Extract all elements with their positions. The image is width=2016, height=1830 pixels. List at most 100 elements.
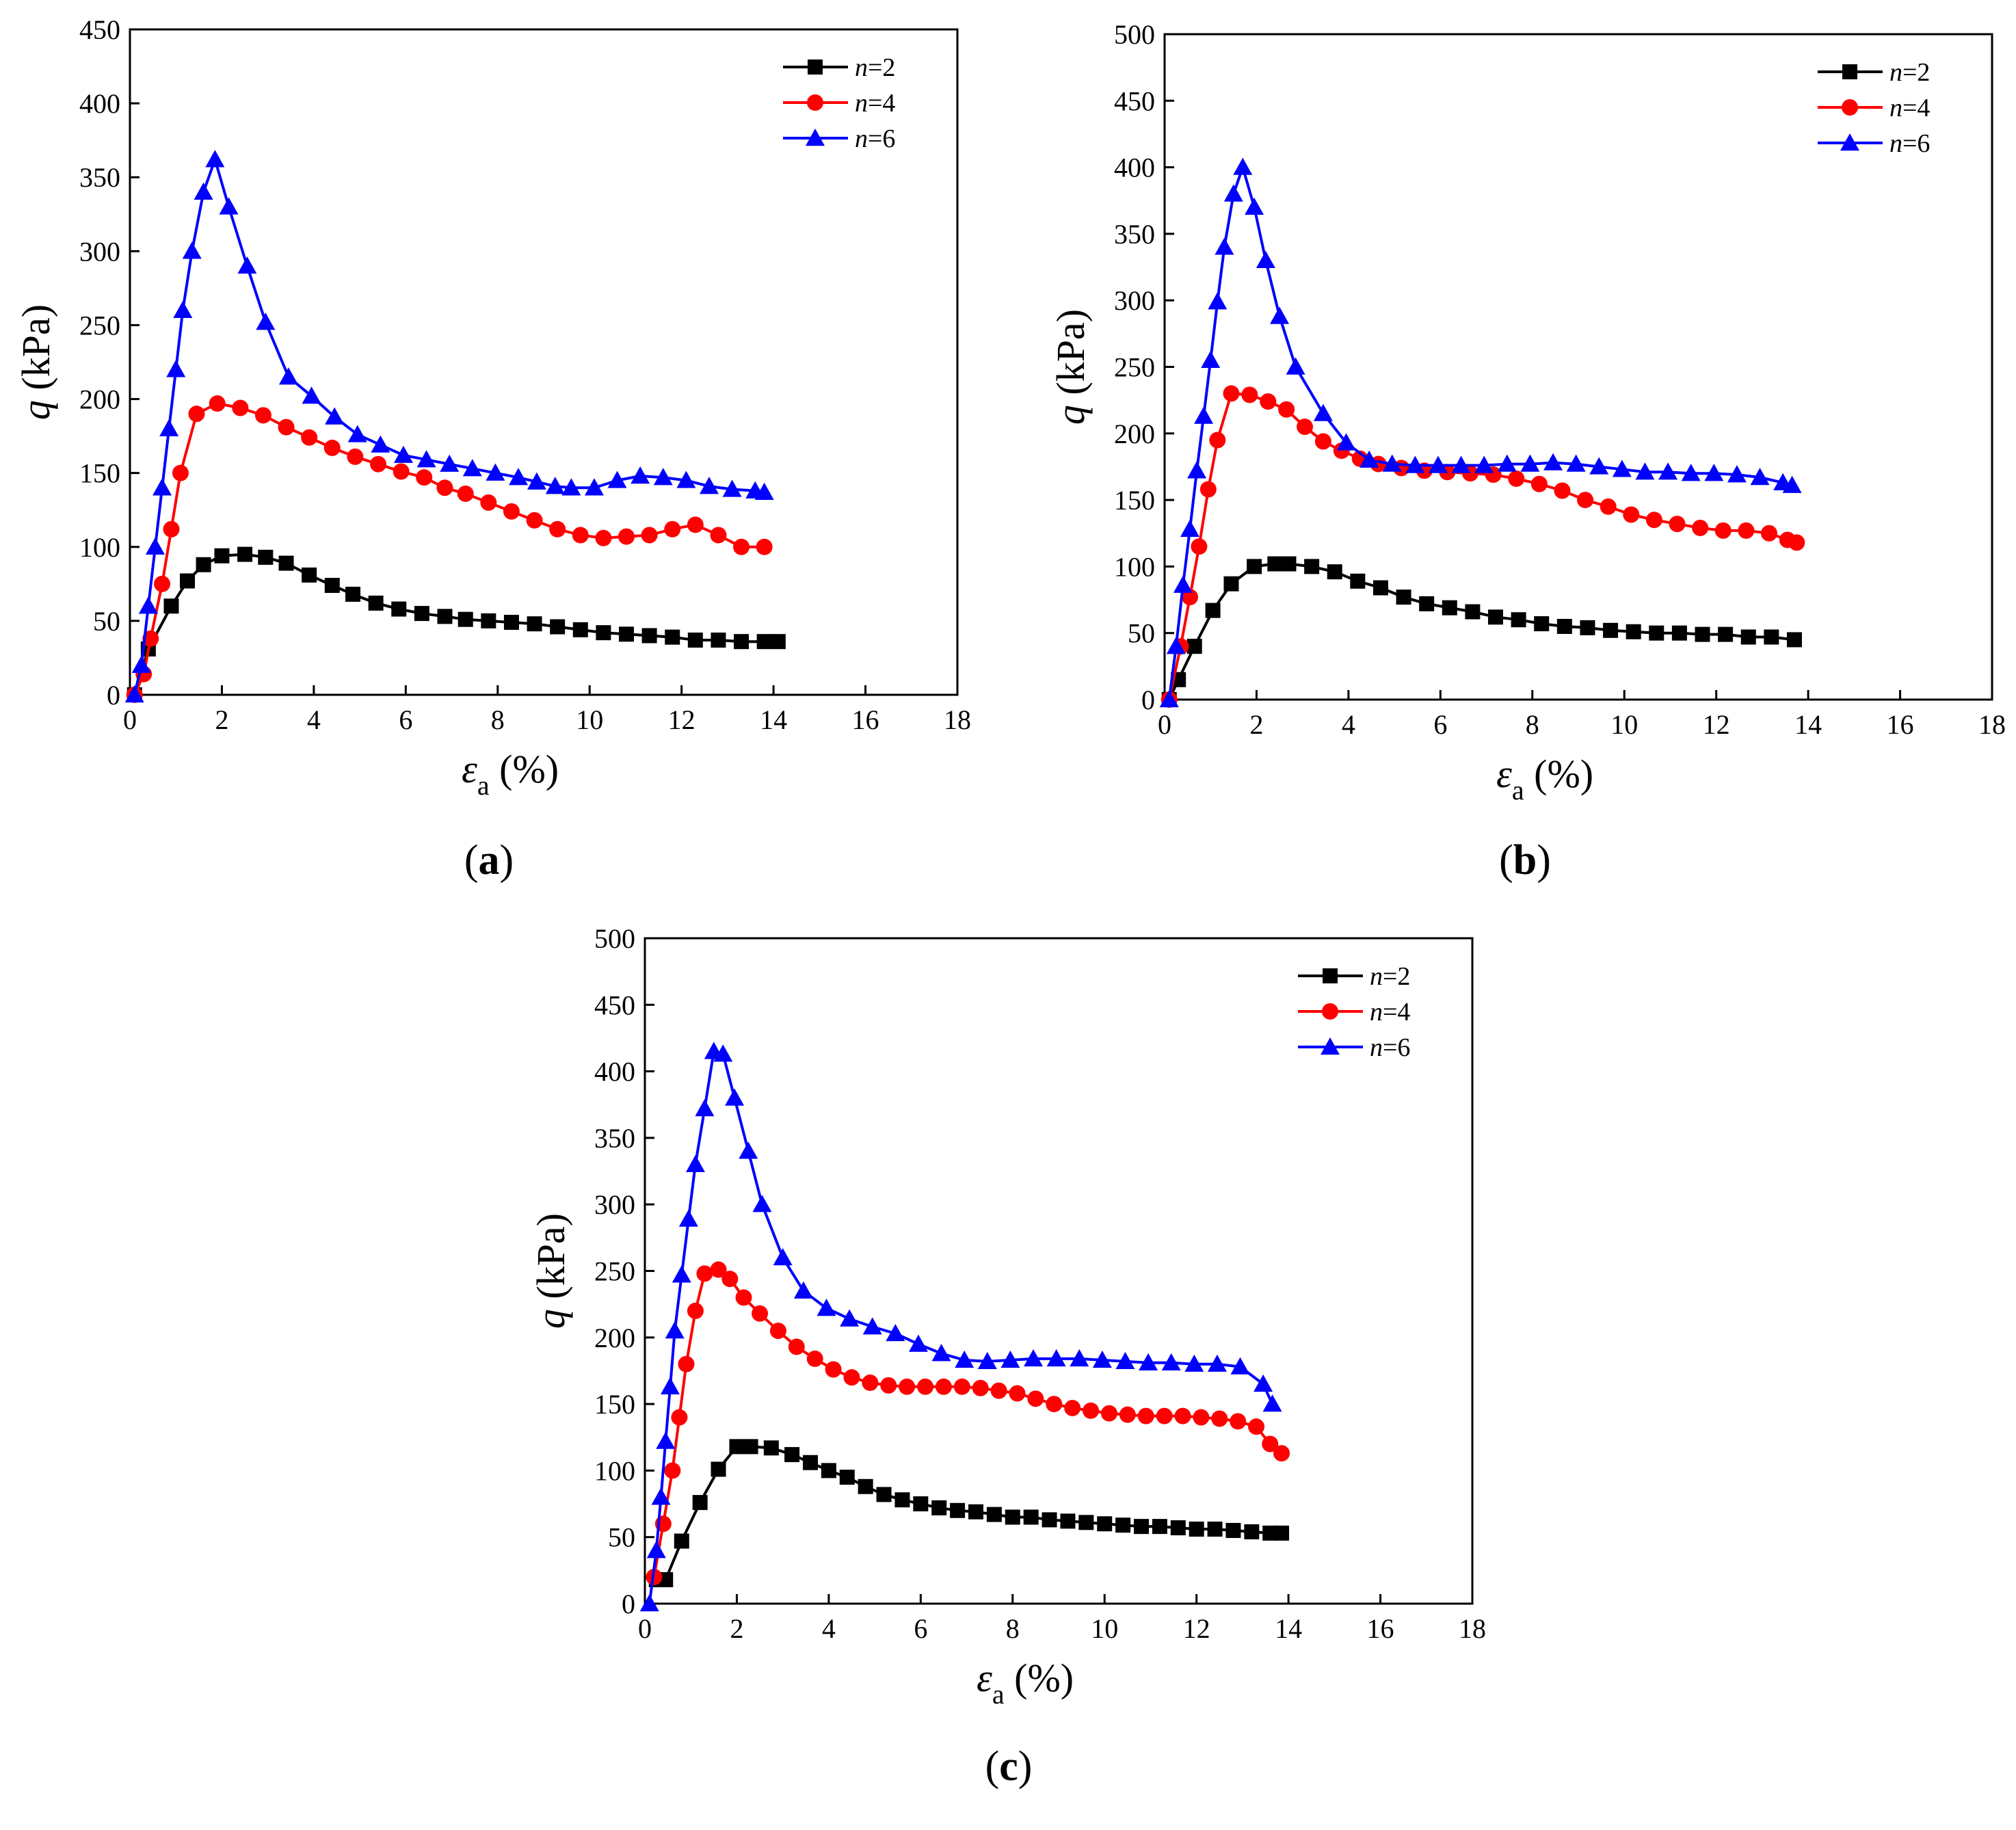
data-point xyxy=(1286,357,1305,375)
y-tick-label: 450 xyxy=(1114,85,1155,116)
data-point xyxy=(1152,1519,1167,1535)
x-tick-label: 10 xyxy=(576,704,603,735)
data-point xyxy=(437,609,453,624)
data-point xyxy=(1750,468,1770,486)
series-line xyxy=(652,1268,1283,1578)
x-tick-label: 2 xyxy=(215,704,228,735)
data-point xyxy=(154,575,171,592)
data-point xyxy=(1064,1399,1081,1416)
data-point xyxy=(1223,385,1240,402)
data-point xyxy=(913,1496,929,1512)
x-tick-label: 10 xyxy=(1091,1613,1118,1644)
data-point xyxy=(1645,512,1662,529)
data-point xyxy=(414,606,429,622)
data-point xyxy=(1451,455,1471,473)
data-point xyxy=(163,598,179,614)
y-axis-label: q (kPa) xyxy=(1048,309,1093,425)
data-point xyxy=(1281,556,1297,572)
x-tick-label: 6 xyxy=(399,704,412,735)
data-point xyxy=(1649,625,1664,641)
data-point xyxy=(769,1323,786,1340)
data-point xyxy=(1580,620,1595,635)
data-point xyxy=(1027,1390,1044,1407)
data-point xyxy=(1465,604,1481,620)
data-point xyxy=(664,1462,681,1479)
data-point xyxy=(258,549,274,565)
legend-label: n=2 xyxy=(1889,58,1930,87)
data-point xyxy=(641,527,658,544)
data-point xyxy=(416,450,436,468)
data-point xyxy=(653,468,673,486)
legend-marker xyxy=(1842,64,1857,79)
data-point xyxy=(972,1379,989,1396)
data-point xyxy=(631,466,650,484)
data-point xyxy=(1215,237,1234,255)
legend: n=2 n=4 n=6 xyxy=(1298,962,1410,1062)
y-tick-label: 400 xyxy=(1114,152,1155,183)
panel-caption-b: (b) xyxy=(1499,837,1551,884)
data-point xyxy=(1230,1413,1247,1430)
chart-panel-c: 0 2 4 6 8 10 12 14 16 18 0 50 100 150 200 250 300 350 400 4… xyxy=(529,923,1486,1790)
data-point xyxy=(1274,1525,1290,1541)
data-point xyxy=(725,1088,745,1106)
data-point xyxy=(1428,455,1448,473)
data-point xyxy=(917,1378,934,1395)
data-point xyxy=(480,494,497,511)
x-axis-label: εa (%) xyxy=(1496,752,1593,806)
data-point xyxy=(1372,580,1388,596)
data-point xyxy=(278,419,295,436)
legend-label: n=4 xyxy=(1370,998,1410,1026)
data-point xyxy=(1695,626,1710,642)
data-point xyxy=(1005,1509,1020,1525)
data-point xyxy=(1092,1350,1112,1368)
data-point xyxy=(1681,464,1701,481)
data-point xyxy=(1603,622,1619,638)
data-point xyxy=(687,632,703,648)
data-point xyxy=(664,520,681,538)
data-point xyxy=(756,634,772,650)
data-point xyxy=(347,448,364,465)
data-point xyxy=(1626,624,1641,639)
data-point xyxy=(1187,461,1207,479)
x-tick-label: 10 xyxy=(1610,709,1638,740)
data-point xyxy=(219,197,239,215)
data-point xyxy=(325,407,345,425)
series-n2 xyxy=(127,546,786,702)
data-point xyxy=(695,1099,715,1117)
data-point xyxy=(953,1378,970,1395)
data-point xyxy=(481,613,496,628)
series-n6 xyxy=(124,150,774,703)
data-point xyxy=(619,626,634,642)
data-point xyxy=(180,573,196,589)
data-point xyxy=(825,1361,842,1378)
x-tick-label: 2 xyxy=(1249,709,1263,740)
data-point xyxy=(345,586,361,602)
data-point xyxy=(700,477,719,494)
y-tick-label: 200 xyxy=(594,1323,635,1353)
x-tick-label: 0 xyxy=(638,1613,652,1644)
data-point xyxy=(503,503,520,520)
data-point xyxy=(131,655,151,673)
data-point xyxy=(1497,454,1517,472)
data-point xyxy=(232,399,249,416)
data-point xyxy=(711,632,726,648)
data-point xyxy=(1247,559,1262,574)
data-point xyxy=(166,360,186,377)
data-point xyxy=(1223,184,1243,202)
data-point xyxy=(172,464,189,481)
data-point xyxy=(1173,575,1193,593)
x-tick-label: 8 xyxy=(491,704,505,735)
data-point xyxy=(752,1195,772,1212)
data-point xyxy=(595,529,612,546)
data-point xyxy=(1024,1349,1044,1367)
data-point xyxy=(711,1461,726,1477)
data-point xyxy=(1009,1385,1026,1402)
legend-marker xyxy=(807,94,823,111)
data-point xyxy=(152,478,172,496)
data-point xyxy=(687,516,704,533)
data-point xyxy=(1727,465,1747,483)
data-point xyxy=(1161,1353,1181,1370)
data-point xyxy=(1083,1402,1100,1419)
data-point xyxy=(656,1431,676,1449)
data-point xyxy=(678,1209,698,1227)
